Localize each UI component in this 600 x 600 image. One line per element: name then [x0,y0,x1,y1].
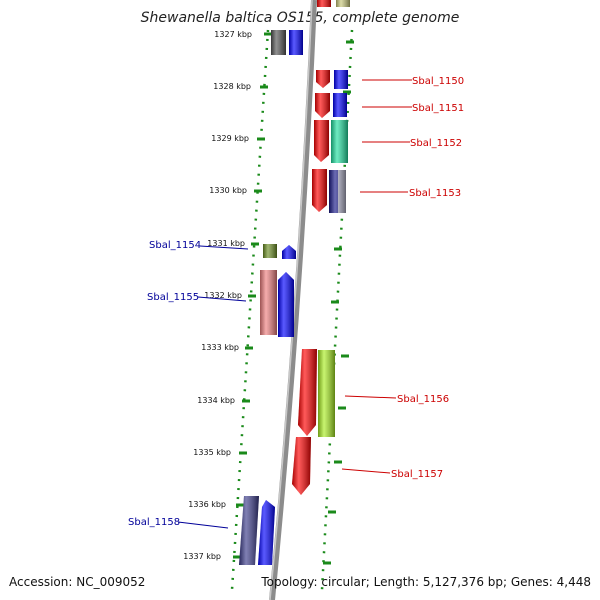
gene-label[interactable]: Sbal_1151 [412,103,464,114]
gene-arrow[interactable] [239,496,275,565]
kbp-label: 1337 kbp [183,552,221,561]
genome-title: Shewanella baltica OS155, complete genom… [141,10,460,26]
gene-arrow[interactable] [312,169,346,213]
genome-backbone-highlight [269,0,313,600]
gene-arrow-partial [317,0,350,7]
kbp-label: 1332 kbp [204,291,242,300]
gene-label[interactable]: Sbal_1154 [149,240,201,251]
accession-text: Accession: NC_009052 [9,575,145,589]
genome-backbone [269,0,317,600]
gene-arrow[interactable] [315,93,347,118]
leader-line [177,521,229,529]
gene-arrow[interactable] [298,349,335,437]
gene-label[interactable]: Sbal_1153 [409,188,461,199]
gene-label[interactable]: Sbal_1158 [128,517,180,528]
topology-text: Topology: circular; Length: 5,127,376 bp… [260,575,591,589]
gene-arrow[interactable] [260,270,294,337]
gene-arrow[interactable] [316,70,348,89]
left-dotted-track [230,29,270,591]
leader-line [199,245,249,250]
gene-label[interactable]: Sbal_1155 [147,292,199,303]
kbp-label: 1335 kbp [193,448,231,457]
kbp-label: 1333 kbp [201,343,239,352]
gene-arrow[interactable] [292,437,311,495]
gene-arrow[interactable] [314,120,348,163]
leader-line [197,296,247,302]
gene-arrow[interactable] [263,244,296,259]
kbp-label: 1327 kbp [214,30,252,39]
leader-line [344,395,397,399]
kbp-label: 1334 kbp [197,396,235,405]
leader-line [341,468,391,474]
kbp-label: 1336 kbp [188,500,226,509]
kbp-label: 1330 kbp [209,186,247,195]
kbp-label: 1331 kbp [207,239,245,248]
gene-arrow-unlabeled [271,30,303,55]
kbp-label: 1329 kbp [211,134,249,143]
right-dotted-track [320,29,354,591]
gene-label[interactable]: Sbal_1150 [412,76,464,87]
kbp-label: 1328 kbp [213,82,251,91]
gene-label[interactable]: Sbal_1152 [410,138,462,149]
gene-label[interactable]: Sbal_1157 [391,469,443,480]
gene-label[interactable]: Sbal_1156 [397,394,449,405]
